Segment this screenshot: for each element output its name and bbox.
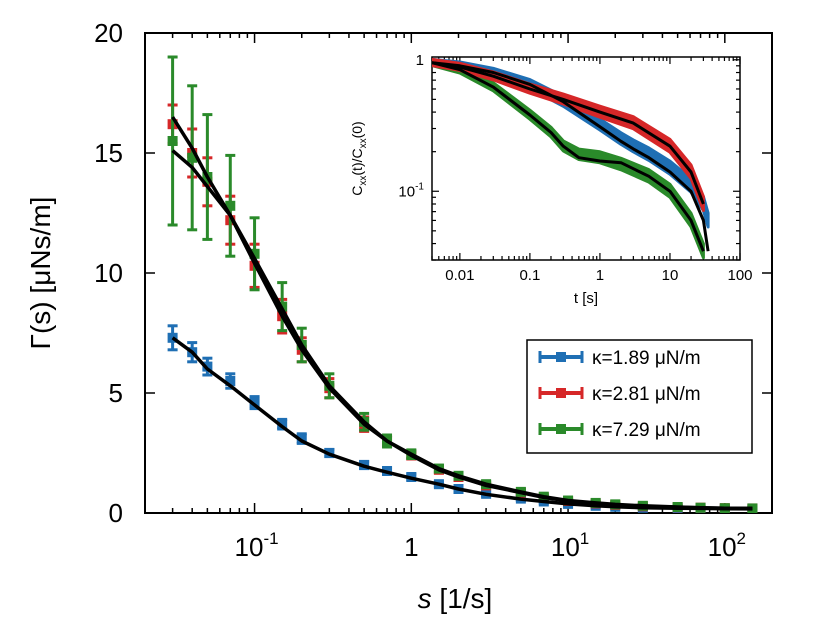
y-tick-label: 0 (109, 498, 123, 528)
legend-label: κ=7.29 μN/m (592, 420, 701, 441)
legend-label: κ=2.81 μN/m (592, 384, 701, 405)
y-tick-label: 20 (94, 18, 123, 48)
inset-x-tick-label: 0.01 (445, 267, 474, 284)
fit-line-3 (171, 149, 753, 511)
legend-swatch-marker (556, 388, 566, 398)
x-axis-label: s [1/s] (418, 583, 493, 614)
data-point (296, 433, 307, 444)
y-tick-label: 5 (109, 378, 123, 408)
data-point (187, 152, 198, 163)
data-point (249, 248, 260, 259)
inset-x-tick-label: 100 (727, 267, 752, 284)
main-series-layer (167, 55, 758, 513)
inset-y-tick-label: 10-1 (398, 181, 424, 200)
inset-data-band-2 (432, 57, 705, 212)
inset-fit-line-3 (432, 61, 705, 252)
inset-x-axis-label: t [s] (574, 290, 598, 307)
data-point (167, 136, 178, 146)
inset-y-tick-label: 1 (416, 52, 424, 69)
x-tick-label: 102 (708, 529, 746, 562)
inset-x-tick-label: 1 (596, 267, 604, 284)
x-tick-label: 1 (404, 532, 418, 562)
inset-fit-line-2 (432, 61, 705, 205)
y-tick-label: 15 (94, 138, 123, 168)
y-axis-label: Γ(s) [μNs/m] (25, 197, 56, 350)
y-tick-label: 10 (94, 258, 123, 288)
legend-swatch-marker (556, 352, 566, 362)
data-point (249, 397, 260, 408)
data-point (225, 200, 236, 211)
legend-label: κ=1.89 μN/m (592, 348, 701, 369)
inset-plot: 0.01 0.1 1 10 100 1 10-1 t [s] Cxx(t)/Cxx(0) (349, 52, 753, 307)
inset-x-tick-label: 10 (662, 267, 679, 284)
inset-data-band-3 (432, 57, 705, 260)
data-point (747, 503, 758, 513)
data-point (225, 376, 236, 386)
inset-x-tick-label: 0.1 (519, 267, 540, 284)
legend-swatch-marker (556, 424, 566, 434)
inset-y-axis-label: Cxx(t)/Cxx(0) (349, 121, 369, 195)
legend: κ=1.89 μN/m κ=2.81 μN/m κ=7.29 μN/m (526, 339, 753, 454)
x-tick-label: 101 (551, 529, 589, 562)
inset-series-layer (432, 57, 710, 260)
data-point (277, 419, 288, 430)
inset-fit-line-1 (432, 61, 710, 252)
x-tick-label: 10-1 (235, 529, 279, 562)
